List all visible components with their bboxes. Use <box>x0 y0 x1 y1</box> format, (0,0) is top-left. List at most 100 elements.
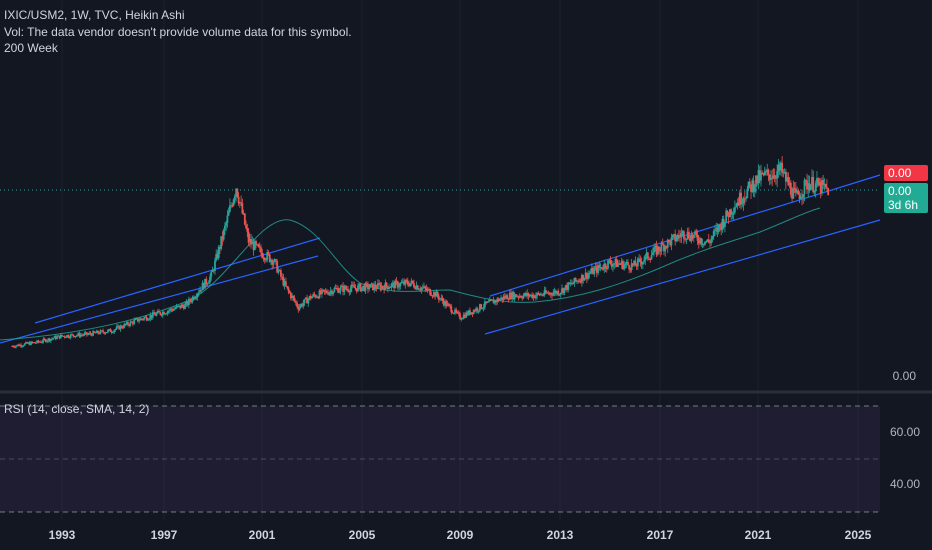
candle-body <box>771 177 774 179</box>
candle-body <box>212 270 215 272</box>
candle-body <box>17 344 20 347</box>
candle-body <box>388 287 391 289</box>
candle-body <box>268 254 271 262</box>
candle-body <box>786 177 789 182</box>
candle-body <box>27 342 30 344</box>
candle-body <box>705 241 708 243</box>
candle-body <box>498 299 501 301</box>
candle-body <box>56 336 58 339</box>
candle-body <box>660 243 663 252</box>
candle-body <box>822 180 825 185</box>
candle-body <box>201 282 204 291</box>
candle-body <box>390 283 393 288</box>
candle-body <box>39 341 42 343</box>
candle-body <box>423 286 425 288</box>
candle-body <box>221 236 224 240</box>
candle-body <box>678 235 680 237</box>
candle-body <box>690 234 693 242</box>
candle-body <box>291 295 293 299</box>
candle-body <box>21 345 24 347</box>
time-tick: 2009 <box>446 528 474 542</box>
candle-body <box>624 263 627 265</box>
candle-body <box>686 231 689 239</box>
candle-body <box>370 283 373 285</box>
candle-body <box>704 241 706 245</box>
candle-body <box>185 301 188 304</box>
candle-body <box>578 280 581 282</box>
candle-body <box>755 175 757 188</box>
candle-body <box>635 265 638 267</box>
candle-body <box>437 296 440 300</box>
candle-body <box>62 335 65 337</box>
candle-body <box>719 224 721 226</box>
candle-body <box>74 335 77 337</box>
candle-body <box>170 308 173 310</box>
candle-body <box>476 308 479 312</box>
trendlines[interactable] <box>0 174 881 344</box>
candle-body <box>669 240 672 246</box>
candle-body <box>71 334 73 336</box>
candle-body <box>421 287 424 289</box>
candle-body <box>454 309 456 314</box>
candle-body <box>638 258 640 260</box>
candle-body <box>383 287 386 291</box>
candle-body <box>350 284 353 289</box>
candle-body <box>665 246 668 248</box>
candle-body <box>776 171 779 179</box>
candle-body <box>684 238 687 240</box>
last-price-badge[interactable]: 0.00 <box>884 165 928 181</box>
candle-body <box>307 299 310 304</box>
candle-body <box>82 334 85 336</box>
time-tick: 2005 <box>348 528 376 542</box>
candle-body <box>711 236 714 239</box>
ma-200-week-line[interactable] <box>0 207 821 341</box>
candle-body <box>452 313 455 315</box>
candle-body <box>393 282 395 289</box>
current-price-badge[interactable]: 0.00 3d 6h <box>884 183 928 213</box>
symbol-title[interactable]: IXIC/USM2, 1W, TVC, Heikin Ashi <box>4 8 185 22</box>
candle-body <box>603 263 606 270</box>
candle-body <box>431 295 434 297</box>
time-tick: 2013 <box>546 528 574 542</box>
candle-body <box>767 169 770 175</box>
candle-body <box>649 259 652 261</box>
candle-body <box>95 330 98 333</box>
candle-body <box>636 258 639 267</box>
candle-body <box>479 304 481 311</box>
candle-body <box>580 274 583 283</box>
candle-body <box>92 331 94 336</box>
candle-body <box>236 188 239 197</box>
candle-body <box>140 318 143 320</box>
candle-body <box>154 314 157 316</box>
candle-body <box>243 213 246 225</box>
candle-body <box>184 303 187 309</box>
chart-legend: IXIC/USM2, 1W, TVC, Heikin Ashi Vol: The… <box>4 7 352 57</box>
candle-body <box>297 306 300 310</box>
candle-body <box>224 225 226 230</box>
candle-body <box>826 187 828 189</box>
candle-body <box>136 318 139 322</box>
candle-body <box>613 263 616 265</box>
candle-body <box>823 183 826 185</box>
candle-body <box>308 296 311 300</box>
candle-body <box>469 310 471 315</box>
candle-body <box>260 247 262 253</box>
trendline-2010s-lower <box>484 219 881 335</box>
candle-body <box>442 301 445 306</box>
grid-lines <box>61 0 859 520</box>
candle-body <box>720 225 723 230</box>
candle-body <box>28 342 31 345</box>
candle-series[interactable] <box>11 156 830 349</box>
candle-body <box>630 263 633 270</box>
ma-legend-label[interactable]: 200 Week <box>4 41 58 55</box>
candle-body <box>301 304 303 307</box>
candle-body <box>432 292 435 296</box>
candle-body <box>466 312 469 315</box>
rsi-legend-label[interactable]: RSI (14, close, SMA, 14, 2) <box>4 402 150 416</box>
candle-body <box>712 231 715 237</box>
candle-body <box>824 183 827 188</box>
candle-body <box>756 175 759 184</box>
candle-body <box>298 306 301 310</box>
candle-body <box>687 231 690 239</box>
